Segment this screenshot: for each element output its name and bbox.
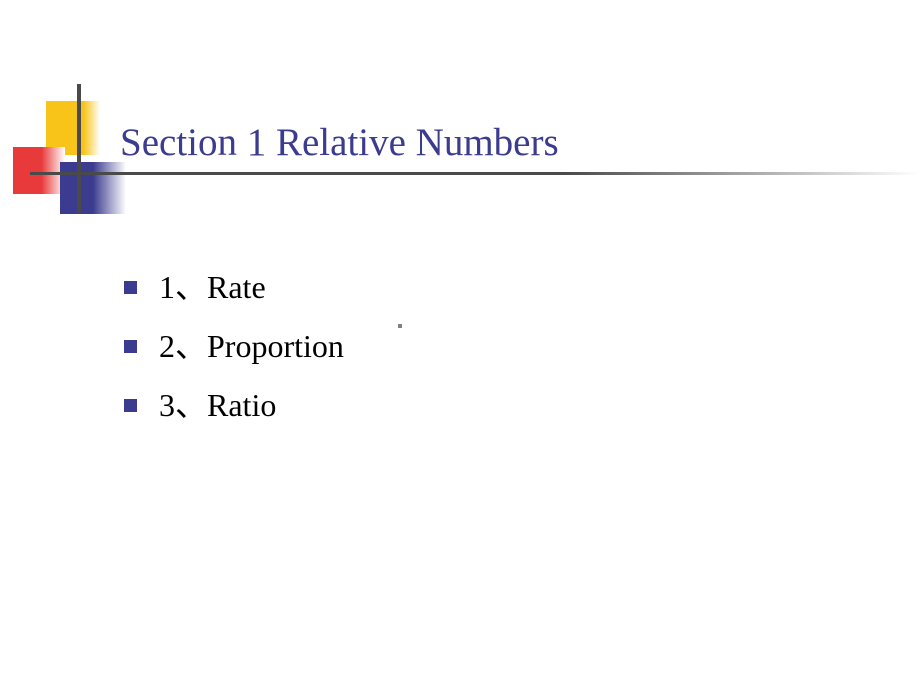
content-list: 1、Rate 2、Proportion 3、Ratio bbox=[124, 262, 344, 440]
header-region: Section 1 Relative Numbers bbox=[0, 84, 920, 214]
red-decorative-square bbox=[13, 147, 65, 194]
horizontal-line bbox=[30, 172, 920, 175]
list-item: 3、Ratio bbox=[124, 380, 344, 431]
dot-mark bbox=[398, 324, 402, 328]
blue-decorative-square bbox=[60, 162, 126, 214]
bullet-icon bbox=[124, 340, 137, 353]
list-item: 1、Rate bbox=[124, 262, 344, 313]
list-text: 2、Proportion bbox=[159, 321, 344, 372]
bullet-icon bbox=[124, 281, 137, 294]
vertical-line bbox=[77, 84, 81, 213]
slide-title: Section 1 Relative Numbers bbox=[120, 120, 559, 165]
list-item: 2、Proportion bbox=[124, 321, 344, 372]
list-text: 3、Ratio bbox=[159, 380, 276, 431]
list-text: 1、Rate bbox=[159, 262, 266, 313]
bullet-icon bbox=[124, 399, 137, 412]
